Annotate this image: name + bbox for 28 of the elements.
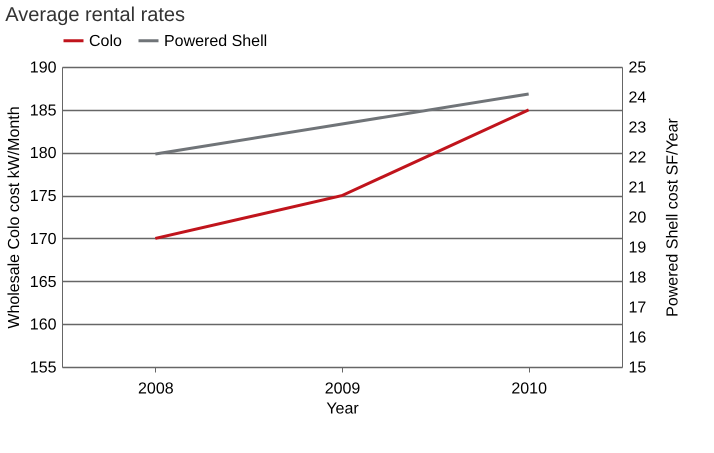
y2-tick-label: 15 xyxy=(628,360,646,376)
y-tick-label: 160 xyxy=(30,316,57,334)
y-axis-title: Wholesale Colo cost kW/Month xyxy=(6,106,23,329)
y-tick-label: 180 xyxy=(30,145,57,162)
y-tick-label: 185 xyxy=(30,102,57,120)
y-tick-label: 190 xyxy=(30,60,57,76)
y2-tick-label: 21 xyxy=(628,180,646,196)
x-axis-title: Year xyxy=(326,400,360,418)
y2-tick-label: 24 xyxy=(628,90,646,106)
y2-tick-label: 23 xyxy=(628,120,646,136)
x-tick-label: 2008 xyxy=(138,380,174,398)
x-tick-label: 2009 xyxy=(324,380,360,398)
y2-tick-label: 22 xyxy=(628,150,646,166)
x-tick-label: 2010 xyxy=(511,380,548,398)
y2-tick-label: 19 xyxy=(628,240,646,256)
legend-label: Colo xyxy=(89,32,122,50)
y2-tick-label: 18 xyxy=(628,270,646,286)
y-tick-label: 175 xyxy=(30,188,57,206)
y2-tick-label: 20 xyxy=(628,210,646,226)
y-tick-label: 170 xyxy=(30,230,57,248)
y2-axis-title: Powered Shell cost SF/Year xyxy=(664,118,682,317)
y2-tick-label: 17 xyxy=(628,300,646,316)
y2-tick-label: 16 xyxy=(628,330,646,346)
y2-tick-label: 25 xyxy=(628,60,646,76)
y-tick-label: 155 xyxy=(30,360,57,376)
legend-label: Powered Shell xyxy=(164,32,268,50)
y-tick-label: 165 xyxy=(30,274,57,291)
chart-title: Average rental rates xyxy=(5,4,186,26)
